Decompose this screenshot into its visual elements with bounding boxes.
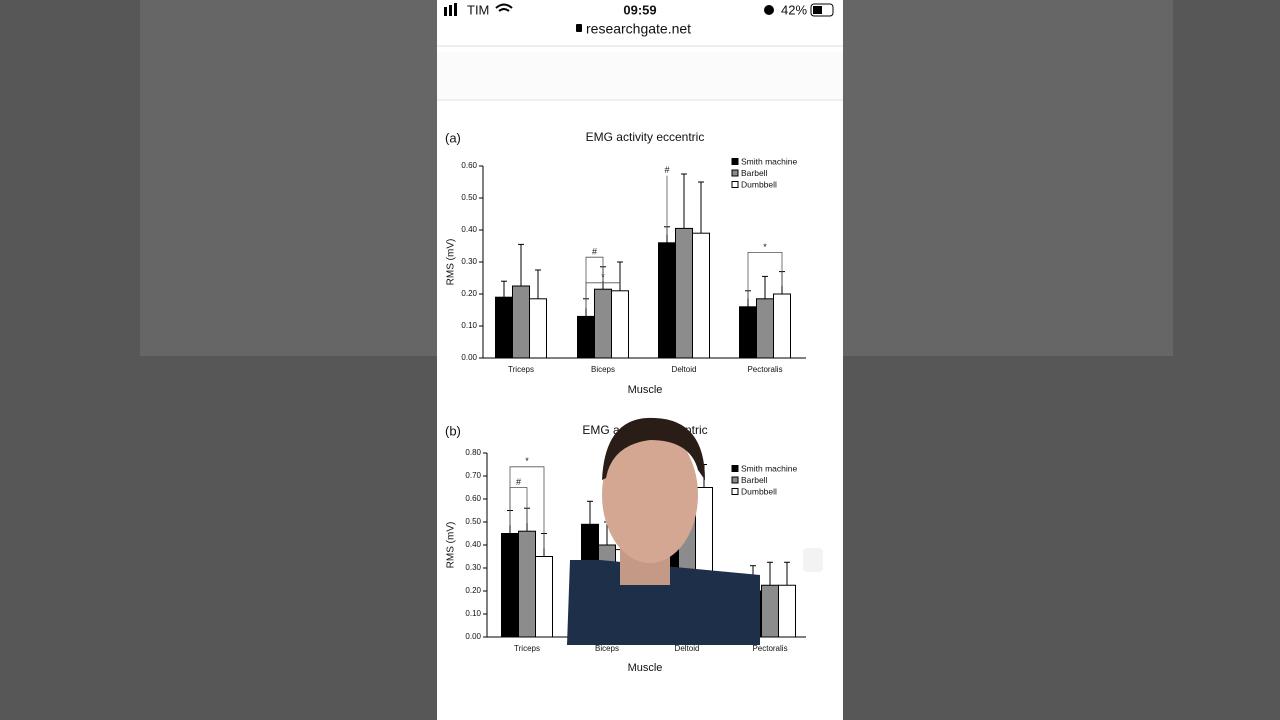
legend-label: Dumbbell xyxy=(741,179,777,189)
x-tick-label: Deltoid xyxy=(672,365,697,374)
significance-mark: # xyxy=(664,165,669,175)
wifi-icon xyxy=(495,3,513,12)
y-tick-label: 0.60 xyxy=(461,161,477,170)
x-axis-label: Muscle xyxy=(628,662,663,674)
x-tick-label: Pectoralis xyxy=(747,365,782,374)
bar xyxy=(675,227,693,359)
bar xyxy=(756,298,774,359)
alarm-icon xyxy=(764,5,774,15)
url[interactable]: researchgate.net xyxy=(586,21,691,37)
video-overlay xyxy=(567,417,823,645)
bar xyxy=(739,306,757,359)
battery-percent: 42% xyxy=(781,2,807,17)
x-tick-label: Deltoid xyxy=(675,644,700,653)
status-bar: TIM 09:59 42% xyxy=(444,2,834,17)
x-tick-label: Biceps xyxy=(595,644,619,653)
bar xyxy=(658,242,676,359)
y-tick-label: 0.50 xyxy=(461,193,477,202)
bar xyxy=(594,288,612,359)
y-tick-label: 0.40 xyxy=(465,540,481,549)
battery-level xyxy=(813,6,822,14)
bar xyxy=(535,556,553,638)
blurred-chart xyxy=(140,0,440,356)
legend-swatch xyxy=(731,169,739,177)
person-face xyxy=(602,427,698,563)
person-hair xyxy=(602,417,705,480)
significance-mark: * xyxy=(525,456,529,466)
y-tick-label: 0.80 xyxy=(465,448,481,457)
signal-icon xyxy=(449,5,452,16)
person-shirt xyxy=(567,560,760,645)
panel-label: (b) xyxy=(445,423,461,438)
clock: 09:59 xyxy=(623,2,656,17)
bar xyxy=(512,285,530,359)
legend-label: Smith machine xyxy=(741,463,797,473)
battery-icon xyxy=(810,3,834,17)
legend-swatch xyxy=(731,181,739,188)
carrier: TIM xyxy=(467,2,489,17)
legend-label: Barbell xyxy=(741,168,768,178)
significance-mark: # xyxy=(516,477,521,487)
legend-swatch xyxy=(731,465,739,472)
signal-icon xyxy=(444,7,447,16)
y-tick-label: 0.00 xyxy=(461,353,477,362)
legend-label: Smith machine xyxy=(741,156,797,166)
x-tick-label: Biceps xyxy=(591,365,615,374)
legend-swatch xyxy=(731,488,739,495)
bar xyxy=(761,584,779,638)
bar xyxy=(495,296,513,359)
blurred-chart xyxy=(843,0,1173,356)
y-tick-label: 0.20 xyxy=(465,586,481,595)
significance-bracket xyxy=(747,252,783,299)
legend-label: Dumbbell xyxy=(741,486,777,496)
bar xyxy=(529,298,547,359)
y-tick-label: 0.70 xyxy=(465,471,481,480)
panel-label: (a) xyxy=(445,130,461,145)
legend-swatch xyxy=(731,476,739,484)
lock-icon xyxy=(576,24,582,32)
chart-title: EMG activity eccentric xyxy=(586,130,705,144)
bar xyxy=(577,315,595,359)
y-tick-label: 0.30 xyxy=(465,563,481,572)
x-tick-label: Triceps xyxy=(508,365,534,374)
y-tick-label: 0.10 xyxy=(461,321,477,330)
significance-mark: # xyxy=(592,247,597,257)
x-tick-label: Pectoralis xyxy=(752,644,787,653)
x-axis-label: Muscle xyxy=(628,384,663,396)
y-tick-label: 0.50 xyxy=(465,517,481,526)
significance-bracket xyxy=(585,256,604,309)
bar xyxy=(692,232,710,359)
y-tick-label: 0.60 xyxy=(465,494,481,503)
legend-swatch xyxy=(731,158,739,165)
y-tick-label: 0.10 xyxy=(465,609,481,618)
bar xyxy=(773,293,791,359)
bar xyxy=(611,290,629,359)
x-tick-label: Triceps xyxy=(514,644,540,653)
significance-mark: * xyxy=(763,242,767,252)
y-tick-label: 0.20 xyxy=(461,289,477,298)
y-axis-label: RMS (mV) xyxy=(446,522,457,569)
bar xyxy=(518,530,536,638)
page-header xyxy=(437,52,843,100)
bar xyxy=(778,584,796,638)
y-tick-label: 0.00 xyxy=(465,632,481,641)
y-tick-label: 0.30 xyxy=(461,257,477,266)
tiktok-logo xyxy=(803,548,823,572)
bar xyxy=(501,533,519,638)
y-tick-label: 0.40 xyxy=(461,225,477,234)
signal-icon xyxy=(454,3,457,16)
legend-label: Barbell xyxy=(741,475,768,485)
y-axis-label: RMS (mV) xyxy=(446,239,457,286)
significance-bracket xyxy=(509,487,528,526)
